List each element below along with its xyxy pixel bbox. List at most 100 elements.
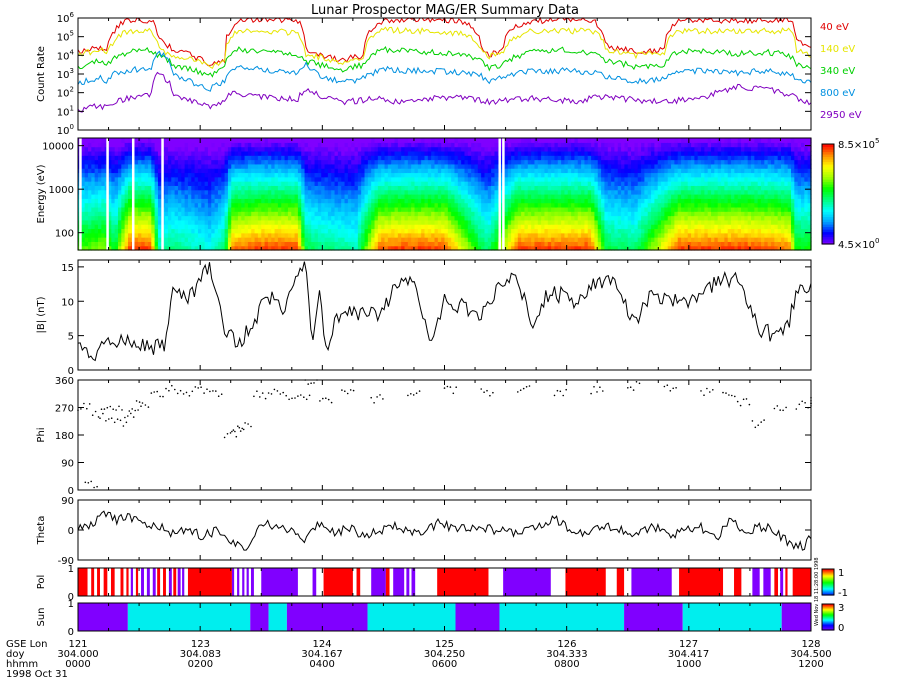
spectrogram-cell bbox=[664, 150, 669, 156]
spectrogram-cell bbox=[97, 224, 102, 230]
spectrogram-cell bbox=[684, 185, 689, 191]
spectrogram-cell bbox=[547, 198, 552, 204]
spectrogram-cell bbox=[624, 155, 629, 161]
spectrogram-cell bbox=[487, 150, 492, 156]
spectrogram-cell bbox=[177, 237, 182, 242]
spectrogram-cell bbox=[494, 176, 499, 182]
figure-title: Lunar Prospector MAG/ER Summary Data bbox=[311, 3, 579, 18]
spectrogram-cell bbox=[391, 138, 396, 143]
spectrogram-cell bbox=[144, 172, 149, 178]
spectrogram-cell bbox=[261, 185, 266, 191]
spectrogram-cell bbox=[554, 181, 559, 186]
spectrogram-cell bbox=[351, 142, 356, 148]
spectrogram-cell bbox=[651, 224, 656, 230]
spectrogram-cell bbox=[547, 206, 552, 212]
spectrogram-cell bbox=[447, 189, 452, 195]
spectrogram-cell bbox=[144, 202, 149, 208]
spectrogram-cell bbox=[261, 142, 266, 148]
spectrogram-cell bbox=[244, 168, 249, 174]
spectrogram-cell bbox=[691, 168, 695, 174]
spectrogram-cell bbox=[137, 142, 142, 148]
spectrogram-cell bbox=[317, 219, 322, 225]
spectrogram-cell bbox=[384, 142, 389, 148]
spectrogram-cell bbox=[637, 185, 642, 191]
spectrogram-cell bbox=[387, 168, 392, 174]
spectrogram-cell bbox=[601, 155, 606, 161]
spectrogram-cell bbox=[344, 194, 349, 199]
spectrogram-cell bbox=[434, 155, 439, 161]
spectrogram-cell bbox=[244, 232, 249, 238]
spectrogram-cell bbox=[297, 228, 302, 234]
spectrogram-cell bbox=[287, 155, 292, 161]
spectrogram-cell bbox=[647, 215, 652, 221]
spectrogram-cell bbox=[401, 245, 406, 251]
spectrogram-cell bbox=[197, 194, 202, 199]
spectrogram-cell bbox=[194, 215, 199, 221]
spectrogram-cell bbox=[481, 202, 486, 208]
spectrogram-cell bbox=[111, 202, 116, 208]
spectrogram-cell bbox=[217, 228, 222, 234]
spectrogram-cell bbox=[361, 224, 366, 230]
spectrogram-cell bbox=[537, 219, 542, 225]
spectrogram-cell bbox=[357, 219, 362, 225]
spectrogram-cell bbox=[694, 198, 699, 204]
spectrogram-cell bbox=[461, 181, 466, 186]
spectrogram-cell bbox=[681, 219, 685, 225]
spectrogram-cell bbox=[451, 241, 456, 247]
spectrogram-cell bbox=[94, 237, 99, 242]
spectrogram-cell bbox=[621, 198, 626, 204]
spectrogram-cell bbox=[687, 228, 692, 234]
spectrogram-cell bbox=[597, 237, 602, 242]
spectrogram-cell bbox=[441, 150, 446, 156]
spectrogram-cell bbox=[511, 150, 516, 156]
spectrogram-cell bbox=[151, 198, 156, 204]
spectrogram-cell bbox=[394, 150, 399, 156]
spectrogram-cell bbox=[191, 206, 196, 212]
spectrogram-cell bbox=[377, 159, 382, 165]
spectrogram-cell bbox=[344, 181, 349, 186]
count-rate-ytick-label-1: 101 bbox=[57, 104, 74, 118]
spectrogram-cell bbox=[567, 228, 572, 234]
spectrogram-cell bbox=[87, 176, 92, 182]
spectrogram-cell bbox=[271, 206, 276, 212]
spectrogram-cell bbox=[267, 245, 272, 251]
spectrogram-cell bbox=[221, 219, 226, 225]
spectrogram-cell bbox=[281, 181, 286, 186]
spectrogram-cell bbox=[584, 228, 589, 234]
spectrogram-cell bbox=[321, 176, 326, 182]
spectrogram-cell bbox=[647, 163, 652, 169]
spectrogram-cell bbox=[201, 198, 206, 204]
spectrogram-cell bbox=[691, 215, 695, 221]
spectrogram-cell bbox=[87, 185, 92, 191]
spectrogram-cell bbox=[191, 163, 196, 169]
spectrogram-cell bbox=[267, 176, 272, 182]
spectrogram-cell bbox=[441, 211, 446, 217]
spectrogram-cell bbox=[357, 228, 362, 234]
spectrogram-cell bbox=[334, 206, 339, 212]
spectrogram-cell bbox=[234, 245, 239, 251]
spectrogram-cell bbox=[111, 189, 116, 195]
spectrogram-cell bbox=[397, 155, 402, 161]
spectrogram-cell bbox=[407, 185, 412, 191]
spectrogram-cell bbox=[147, 245, 152, 251]
spectrogram-cell bbox=[487, 155, 492, 161]
spectrogram-cell bbox=[561, 185, 566, 191]
spectrogram-cell bbox=[481, 181, 486, 186]
spectrogram-cell bbox=[634, 146, 639, 152]
spectrogram-cell bbox=[377, 146, 382, 152]
spectrogram-cell bbox=[651, 159, 656, 165]
spectrogram-cell bbox=[671, 198, 675, 204]
spectrogram-cell bbox=[304, 138, 309, 143]
spectrogram-cell bbox=[374, 219, 379, 225]
spectrogram-cell bbox=[524, 150, 529, 156]
spectrogram-cell bbox=[317, 189, 322, 195]
spectrogram-cell bbox=[531, 211, 536, 217]
spectrogram-cell bbox=[121, 185, 126, 191]
spectrogram-cell bbox=[451, 155, 456, 161]
spectrogram-cell bbox=[297, 215, 302, 221]
spectrogram-cell bbox=[467, 219, 472, 225]
spectrogram-cell bbox=[607, 211, 612, 217]
spectrogram-cell bbox=[87, 155, 92, 161]
spectrogram-cell bbox=[211, 198, 216, 204]
spectrogram-cell bbox=[431, 159, 436, 165]
